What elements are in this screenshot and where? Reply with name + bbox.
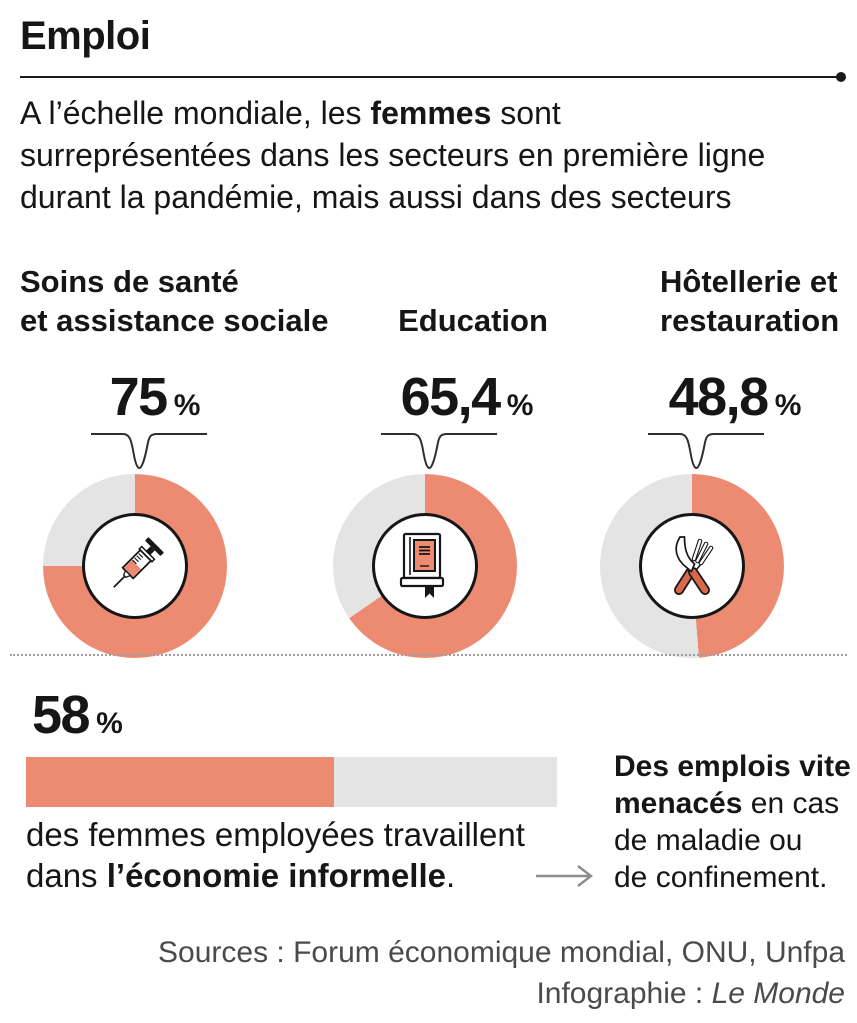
donut-chart-hotellerie [600, 474, 784, 658]
credit-line: Infographie : Le Monde [158, 973, 845, 1014]
page-title: Emploi [20, 14, 151, 58]
donut-value-education: 65,4% [367, 366, 567, 428]
intro-line1-bold: femmes [370, 95, 492, 131]
value-number: 75 [109, 367, 169, 427]
label-line: Soins de santé [20, 264, 239, 299]
rule-end-dot [836, 72, 846, 82]
value-connector-icon [381, 433, 497, 470]
intro-line1-post: sont [491, 95, 561, 131]
note-line4: de confinement. [614, 861, 828, 894]
donut-chart-education [333, 474, 517, 658]
donut-label-education: Education [398, 303, 548, 338]
cutlery-icon [674, 536, 714, 595]
icon-circle [82, 513, 188, 619]
label-line: et assistance sociale [20, 303, 329, 338]
informal-value: 58% [32, 684, 123, 746]
footer: Sources : Forum économique mondial, ONU,… [158, 932, 845, 1014]
donut-chart-sante [43, 474, 227, 658]
icon-circle [372, 513, 478, 619]
value-unit: % [506, 389, 534, 422]
informal-bar-fill [26, 757, 334, 807]
sources-line: Sources : Forum économique mondial, ONU,… [158, 936, 845, 969]
value-unit: % [774, 389, 802, 422]
informal-bar-track [26, 757, 557, 807]
donut-value-sante: 75% [55, 366, 255, 428]
note-line2-rest: en cas [742, 787, 840, 820]
value-number: 48,8 [668, 367, 770, 427]
label-line: Hôtellerie et [660, 264, 838, 299]
caption-line1: des femmes employées travaillent [26, 816, 525, 853]
icon-circle [639, 513, 745, 619]
intro-line2: surreprésentées dans les secteurs en pre… [20, 137, 766, 173]
credit-name: Le Monde [711, 977, 845, 1010]
value-unit: % [96, 707, 123, 740]
note-line2-bold: menacés [614, 787, 743, 820]
threat-note: Des emplois vite menacés en cas de maladie… [614, 748, 851, 896]
label-line: restauration [660, 303, 840, 338]
book-icon [399, 532, 445, 598]
donut-label-hotellerie: Hôtellerie et restauration [660, 262, 839, 340]
section-divider [10, 654, 847, 656]
informal-caption: des femmes employées travaillent dans l’é… [26, 814, 525, 896]
value-connector-icon [91, 433, 207, 470]
intro-line1-pre: A l’échelle mondiale, les [20, 95, 371, 131]
caption-line2-bold: l’économie informelle [106, 857, 446, 894]
caption-line2-pre: dans [26, 857, 107, 894]
syringe-icon [113, 537, 164, 588]
value-unit: % [173, 389, 201, 422]
caption-line2-end: . [445, 857, 456, 894]
value-number: 58 [32, 685, 91, 745]
donut-value-hotellerie: 48,8% [635, 366, 835, 428]
title-rule [20, 72, 846, 82]
credit-label: Infographie : [536, 977, 712, 1010]
intro-text: A l’échelle mondiale, les femmes sont sur… [20, 92, 765, 218]
donut-label-sante: Soins de santé et assistance sociale [20, 262, 328, 340]
value-connector-icon [648, 433, 764, 470]
arrow-right-icon [536, 865, 593, 887]
intro-line3: durant la pandémie, mais aussi dans des … [20, 179, 732, 215]
note-line3: de maladie ou [614, 824, 803, 857]
value-number: 65,4 [400, 367, 502, 427]
note-line1: Des emplois vite [614, 750, 851, 783]
